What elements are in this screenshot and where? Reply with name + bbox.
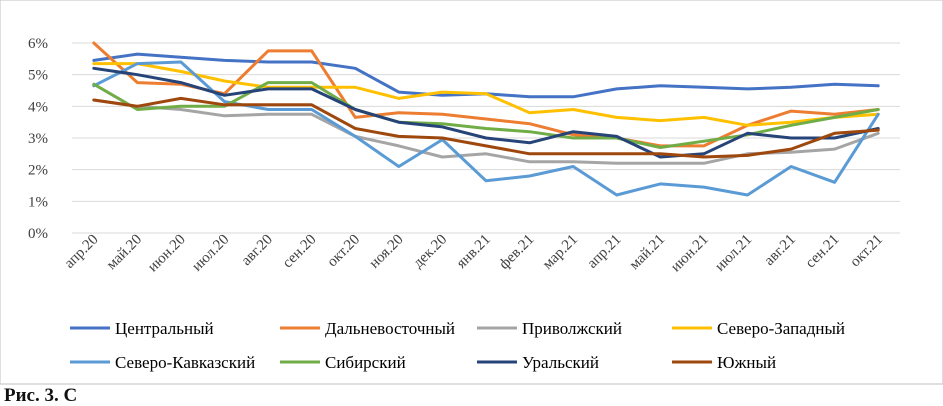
gridlines [72, 42, 900, 234]
figure-caption: Рис. 3. С [4, 386, 78, 401]
legend-label: Центральный [115, 319, 214, 338]
legend-label: Сибирский [325, 353, 406, 372]
legend-label: Северо-Кавказский [115, 353, 255, 372]
legend-item-уральский: Уральский [477, 353, 599, 372]
series-line-приволжский [92, 98, 880, 165]
legend-label: Дальневосточный [325, 319, 455, 338]
y-tick-label: 6% [28, 36, 48, 52]
legend-label: Северо-Западный [717, 319, 845, 338]
series-line-уральский [92, 66, 880, 159]
y-tick-label: 2% [28, 163, 48, 179]
series-line-северо-западный [92, 62, 880, 127]
legend-label: Уральский [522, 353, 599, 372]
legend-item-дальневосточный: Дальневосточный [280, 319, 455, 338]
legend: Центральный Дальневосточный Приволжский Сев… [70, 319, 845, 372]
y-tick-label: 1% [28, 194, 48, 210]
series-lines [92, 41, 880, 197]
legend-item-северо-кавказский: Северо-Кавказский [70, 353, 255, 372]
legend-label: Южный [717, 353, 776, 372]
legend-item-центральный: Центральный [70, 319, 214, 338]
y-axis-tick-labels: 0% 1% 2% 3% 4% 5% 6% [28, 36, 48, 242]
legend-item-приволжский: Приволжский [477, 319, 622, 338]
y-tick-label: 3% [28, 131, 48, 147]
y-tick-label: 4% [28, 99, 48, 115]
legend-item-сибирский: Сибирский [280, 353, 406, 372]
legend-item-южный: Южный [672, 353, 776, 372]
series-line-южный [92, 96, 880, 159]
legend-item-северо-западный: Северо-Западный [672, 319, 845, 338]
series-line-северо-кавказский [92, 60, 880, 197]
y-tick-label: 0% [28, 226, 48, 242]
legend-label: Приволжский [522, 319, 622, 338]
y-tick-label: 5% [28, 68, 48, 84]
